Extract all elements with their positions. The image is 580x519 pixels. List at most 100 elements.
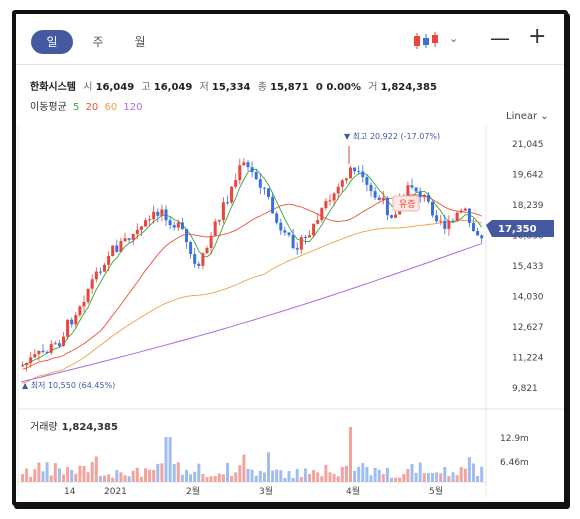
volume-bar — [111, 477, 115, 482]
candle-body — [127, 238, 131, 240]
candle-body — [180, 222, 184, 230]
candle-body — [467, 208, 471, 223]
candle-body — [344, 178, 348, 181]
candle-body — [459, 210, 463, 213]
volume-bar — [94, 456, 98, 482]
price-tick: 19,642 — [512, 171, 544, 181]
ma-5: 5 — [73, 102, 80, 113]
candle-body — [226, 202, 229, 204]
candle-body — [66, 319, 70, 337]
volume-bar — [390, 477, 393, 482]
candle-body — [291, 235, 295, 249]
event-badge-label: 유증 — [399, 199, 416, 210]
candle-body — [443, 220, 447, 229]
candle-body — [357, 171, 361, 173]
ma-60: 60 — [104, 102, 118, 113]
date-tick: 3월 — [259, 485, 273, 497]
volume-bar — [332, 473, 336, 482]
volume-bar — [242, 454, 246, 482]
zoom-in-button[interactable]: + — [528, 24, 547, 49]
close-value: 15,871 — [270, 82, 309, 93]
volume-bar — [164, 437, 168, 482]
volume-bar — [41, 471, 45, 482]
candle-body — [164, 209, 168, 221]
chart-toolbar: 일 주 월 ⌄ — + — [16, 14, 564, 65]
volume-bar — [271, 470, 275, 482]
price-tick: 18,239 — [512, 201, 544, 211]
candle-body — [37, 350, 41, 355]
candle-body — [283, 230, 287, 233]
close-label: 종 — [257, 82, 267, 93]
candle-body — [131, 233, 135, 240]
volume-bar — [336, 476, 340, 482]
candle-body — [287, 232, 291, 236]
candle-body — [53, 343, 57, 345]
volume-bar — [250, 469, 254, 482]
candle-body — [135, 229, 139, 234]
volume-bar — [127, 476, 131, 482]
tab-monthly[interactable]: 월 — [134, 35, 146, 49]
volume-bar — [476, 476, 480, 482]
candle-body — [426, 194, 430, 202]
event-badge[interactable] — [392, 195, 420, 212]
price-tick: 15,433 — [512, 262, 544, 272]
tab-weekly[interactable]: 주 — [92, 35, 104, 49]
candle-body — [172, 225, 176, 228]
candle-body — [205, 248, 209, 254]
candle-body — [320, 208, 324, 221]
candle-body — [267, 188, 270, 197]
volume-bar — [45, 462, 49, 482]
candle-body — [349, 167, 352, 179]
volume-tick: 12.9m — [500, 434, 529, 444]
volume-bar — [201, 473, 205, 482]
volume-bar — [90, 461, 94, 482]
volume-bar — [107, 474, 111, 482]
volume-bar — [74, 473, 78, 482]
candle-body — [189, 242, 193, 255]
volume-bar — [414, 472, 418, 482]
volume-bar — [365, 466, 369, 482]
volume-bar — [398, 477, 402, 482]
scale-mode-dropdown[interactable]: Linear ⌄ — [506, 111, 549, 122]
candle-body — [62, 336, 65, 346]
candle-body — [365, 177, 369, 185]
candlestick-icon[interactable] — [412, 30, 440, 52]
volume-bar — [197, 463, 201, 482]
candle-body — [447, 220, 451, 229]
volume-bar — [340, 466, 344, 482]
zoom-out-button[interactable]: — — [490, 26, 510, 50]
volume-bar — [156, 463, 160, 482]
candle-body — [21, 365, 24, 367]
stock-chart-widget: 일 주 월 ⌄ — + 한화시스템 시 16,049 고 16,049 저 15… — [12, 10, 568, 506]
date-tick: 14 — [64, 487, 76, 497]
tab-daily[interactable]: 일 — [31, 30, 73, 54]
volume-bar — [193, 471, 197, 482]
volume-bar — [451, 472, 455, 482]
price-chart[interactable]: 21,04519,64218,23916,83615,43314,03012,6… — [16, 124, 564, 499]
volume-bar — [160, 463, 164, 482]
candle-body — [279, 222, 283, 231]
volume-bar — [180, 474, 184, 482]
volume-bar — [303, 468, 307, 482]
ma-label: 이동평균 — [30, 102, 67, 113]
volume-bar — [217, 473, 221, 482]
volume-bar — [98, 475, 102, 482]
volume-bar — [25, 468, 29, 482]
date-tick: 2월 — [186, 485, 200, 497]
volume-bar — [295, 468, 299, 482]
volume-bar — [168, 437, 172, 482]
volume-bar — [418, 462, 422, 482]
volume-title-label: 거래량 — [30, 422, 58, 433]
volume-bar — [283, 477, 287, 482]
price-tick: 11,224 — [512, 354, 544, 364]
volume-bar — [353, 470, 357, 482]
volume-bar — [254, 475, 258, 482]
volume-bar — [267, 452, 270, 482]
candle-body — [299, 236, 303, 250]
chevron-down-icon[interactable]: ⌄ — [449, 32, 459, 45]
candle-body — [217, 219, 221, 222]
volume-bar — [86, 472, 90, 482]
volume-bar — [472, 463, 475, 482]
candle-body — [455, 212, 459, 221]
candle-body — [148, 219, 152, 221]
